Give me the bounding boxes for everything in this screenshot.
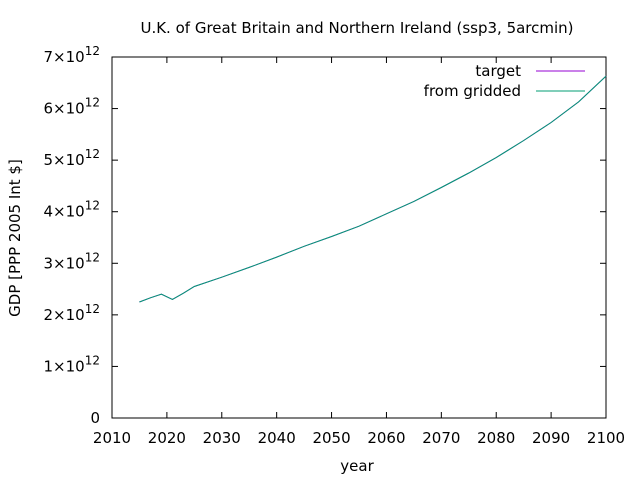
x-tick-label: 2030 [203, 429, 241, 447]
x-axis-label: year [340, 457, 374, 475]
series-line-from-gridded [139, 75, 607, 303]
x-tick-label: 2040 [258, 429, 296, 447]
y-tick-label: 6×1012 [44, 96, 100, 118]
x-tick-label: 2050 [312, 429, 350, 447]
y-tick-label: 2×1012 [44, 302, 100, 324]
y-tick-label: 1×1012 [44, 353, 100, 375]
series-line-target [139, 75, 607, 303]
x-tick-label: 2010 [93, 429, 131, 447]
x-tick-label: 2070 [422, 429, 460, 447]
legend-label: from gridded [424, 82, 521, 100]
y-tick-label: 5×1012 [44, 147, 100, 169]
plot-frame [111, 56, 607, 419]
y-tick-label: 4×1012 [44, 199, 100, 221]
chart-title: U.K. of Great Britain and Northern Irela… [140, 19, 573, 37]
x-tick-label: 2020 [148, 429, 186, 447]
y-axis: 0 1×1012 2×1012 3×1012 4×1012 5×1012 6×1012 7×1… [44, 44, 606, 427]
y-tick-label: 0 [90, 409, 100, 427]
y-tick-label: 3×1012 [44, 250, 100, 272]
y-tick-label: 7×1012 [44, 44, 100, 66]
x-tick-label: 2090 [532, 429, 570, 447]
legend-label: target [475, 62, 521, 80]
legend: target from gridded [424, 62, 585, 100]
x-axis: 2010 2020 2030 2040 2050 2060 2070 2080 2090 2100 [93, 57, 625, 447]
x-tick-label: 2060 [367, 429, 405, 447]
y-axis-label: GDP [PPP 2005 Int $] [6, 159, 24, 317]
x-tick-label: 2100 [587, 429, 625, 447]
x-tick-label: 2080 [477, 429, 515, 447]
series-lines [139, 75, 607, 303]
